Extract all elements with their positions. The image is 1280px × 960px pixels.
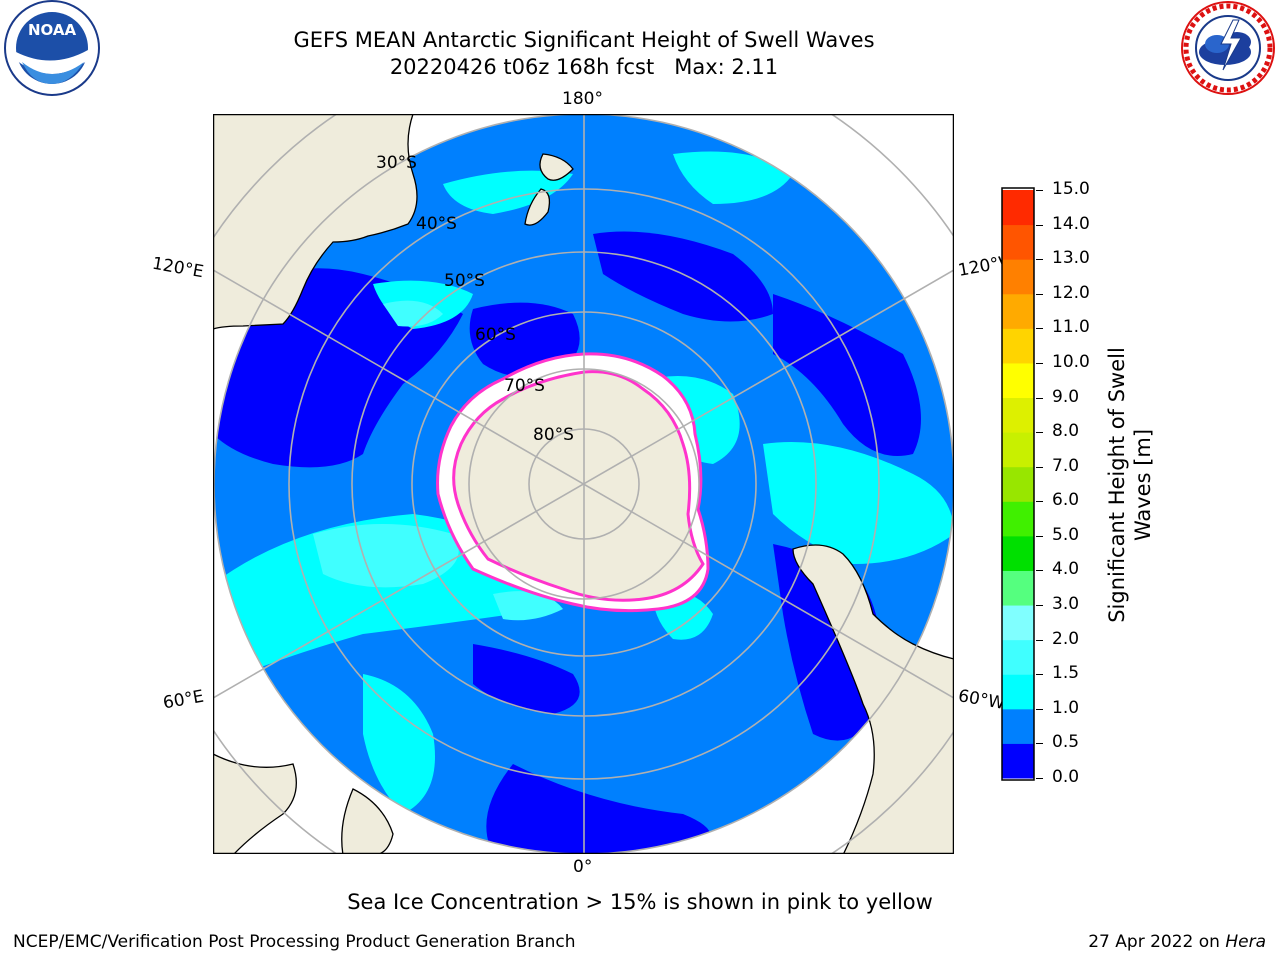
sea-ice [436, 352, 710, 613]
lat-label-30s: 30°S [376, 153, 417, 173]
lat-label-80s: 80°S [533, 425, 574, 445]
colorbar-tick-label: 1.0 [1052, 697, 1080, 718]
colorbar-segment [1002, 743, 1034, 779]
footer-date: 27 Apr 2022 on Hera [1088, 932, 1266, 952]
colorbar-tick-label: 0.5 [1052, 732, 1080, 753]
colorbar-tick-mark [1036, 397, 1043, 399]
colorbar-tick-label: 10.0 [1052, 351, 1090, 372]
colorbar-segment [1002, 466, 1034, 502]
colorbar-segment [1002, 708, 1034, 744]
colorbar-tick-label: 5.0 [1052, 524, 1080, 545]
land [213, 114, 954, 854]
lon-label-60w: 60°W [956, 686, 1007, 714]
lon-label-180: 180° [562, 89, 603, 109]
colorbar-tick-mark [1036, 743, 1043, 745]
colorbar-segment [1002, 570, 1034, 606]
colorbar-tick-mark [1036, 362, 1043, 364]
colorbar-tick-label: 12.0 [1052, 282, 1090, 303]
lat-label-70s: 70°S [504, 376, 545, 396]
colorbar-segment [1002, 328, 1034, 364]
colorbar-tick-label: 7.0 [1052, 455, 1080, 476]
polar-map [213, 114, 954, 854]
colorbar-tick-label: 6.0 [1052, 490, 1080, 511]
colorbar-segment [1002, 501, 1034, 537]
colorbar-tick-label: 14.0 [1052, 213, 1090, 234]
colorbar-segments [1002, 190, 1034, 779]
colorbar-tick-label: 3.0 [1052, 594, 1080, 615]
colorbar-tick-mark [1036, 708, 1043, 710]
colorbar-tick-label: 0.0 [1052, 767, 1080, 787]
colorbar-tick-mark [1036, 432, 1043, 434]
colorbar-tick-mark [1036, 466, 1043, 468]
colorbar-tick-mark [1036, 535, 1043, 537]
colorbar-tick-mark [1036, 778, 1043, 779]
colorbar-segment [1002, 639, 1034, 675]
colorbar-segment [1002, 190, 1034, 226]
colorbar-tick-mark [1036, 190, 1043, 191]
map-subtitle: 20220426 t06z 168h fcst Max: 2.11 [389, 55, 779, 79]
noaa-logo: NOAA [4, 0, 100, 96]
sea-ice-note: Sea Ice Concentration > 15% is shown in … [347, 890, 933, 914]
colorbar-tick-label: 8.0 [1052, 421, 1080, 442]
colorbar [1001, 187, 1035, 781]
colorbar-tick-label: 11.0 [1052, 317, 1090, 338]
colorbar-segment [1002, 397, 1034, 433]
map-title: GEFS MEAN Antarctic Significant Height o… [293, 28, 875, 52]
colorbar-tick-label: 4.0 [1052, 559, 1080, 580]
colorbar-title: Significant Height of Swell Waves [m] [1105, 347, 1155, 623]
lat-label-40s: 40°S [416, 214, 457, 234]
colorbar-segment [1002, 362, 1034, 399]
lon-label-0: 0° [573, 857, 593, 877]
footer-host: Hera [1225, 932, 1266, 952]
noaa-logo-text: NOAA [28, 21, 77, 39]
footer-credit: NCEP/EMC/Verification Post Processing Pr… [13, 932, 576, 952]
lat-label-60s: 60°S [475, 325, 516, 345]
colorbar-segment [1002, 224, 1034, 260]
colorbar-tick-label: 15.0 [1052, 179, 1090, 199]
colorbar-segment [1002, 674, 1034, 710]
lat-label-50s: 50°S [444, 271, 485, 291]
colorbar-tick-mark [1036, 293, 1043, 295]
colorbar-tick-mark [1036, 674, 1043, 676]
colorbar-tick-mark [1036, 605, 1043, 607]
lon-label-120e: 120°E [150, 253, 206, 283]
colorbar-tick-label: 9.0 [1052, 386, 1080, 407]
nws-logo [1181, 1, 1275, 95]
colorbar-tick-mark [1036, 259, 1043, 261]
colorbar-tick-mark [1036, 224, 1043, 226]
colorbar-tick-label: 13.0 [1052, 248, 1090, 269]
colorbar-tick-label: 2.0 [1052, 628, 1080, 649]
colorbar-segment [1002, 259, 1034, 295]
colorbar-tick-mark [1036, 501, 1043, 503]
colorbar-tick-mark [1036, 570, 1043, 572]
colorbar-tick-mark [1036, 328, 1043, 330]
colorbar-tick-label: 1.5 [1052, 663, 1080, 684]
lon-label-60e: 60°E [161, 686, 206, 714]
colorbar-tick-mark [1036, 639, 1043, 641]
colorbar-segment [1002, 535, 1034, 571]
colorbar-segment [1002, 293, 1034, 329]
colorbar-segment [1002, 432, 1034, 468]
colorbar-segment [1002, 605, 1034, 641]
